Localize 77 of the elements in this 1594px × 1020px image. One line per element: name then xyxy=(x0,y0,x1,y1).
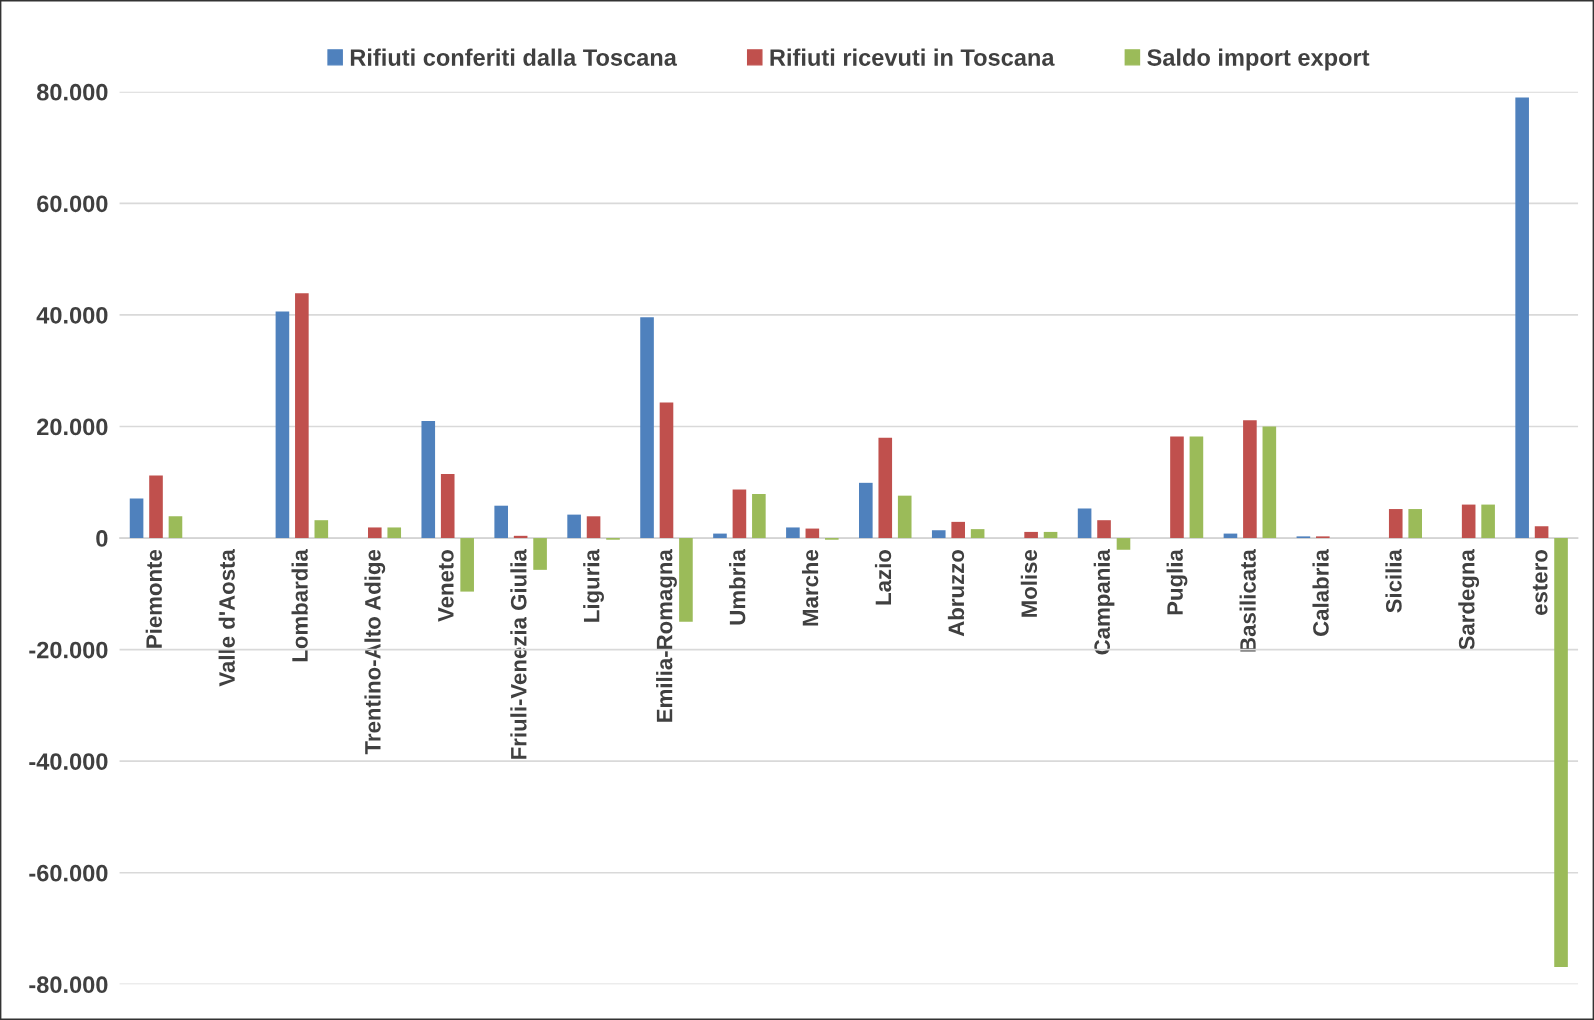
legend-label: Rifiuti ricevuti in Toscana xyxy=(770,48,1055,66)
bar xyxy=(951,521,965,539)
x-tick-label: Friuli-Venezia Giulia xyxy=(510,549,527,759)
y-tick-label: -40.000 xyxy=(29,753,108,770)
x-tick-label: Veneto xyxy=(438,550,454,622)
x-tick-label: Molise xyxy=(1020,549,1038,617)
x-tick-label: Valle d'Aosta xyxy=(218,549,235,687)
y-tick-label: -80.000 xyxy=(29,976,108,994)
bar xyxy=(586,516,601,539)
bar xyxy=(1461,504,1476,539)
x-tick-label: Lazio xyxy=(874,550,892,605)
bar xyxy=(1408,509,1422,539)
bar xyxy=(275,311,290,539)
x-tick-label: Abruzzo xyxy=(947,550,965,637)
y-tick-label: -60.000 xyxy=(29,864,108,882)
bar xyxy=(859,482,873,539)
bar xyxy=(1262,426,1277,539)
bar xyxy=(1388,509,1403,539)
bar xyxy=(640,317,654,539)
bar xyxy=(1243,420,1257,539)
bar xyxy=(732,489,747,539)
bar xyxy=(1170,436,1184,539)
bar xyxy=(970,529,985,539)
bar xyxy=(752,493,766,539)
bar xyxy=(1097,520,1111,539)
x-tick-label: Piemonte xyxy=(145,549,162,648)
y-tick-label: 40.000 xyxy=(36,306,108,324)
bar xyxy=(295,293,309,539)
bar xyxy=(1116,538,1131,550)
x-tick-label: Campania xyxy=(1093,549,1115,655)
x-tick-label: Liguria xyxy=(583,549,604,622)
bar xyxy=(567,514,581,539)
legend-label: Rifiuti conferiti dalla Toscana xyxy=(350,48,678,66)
bar xyxy=(805,528,820,539)
bar xyxy=(367,527,382,539)
y-tick-label: 20.000 xyxy=(37,418,108,436)
x-tick-label: Lombardia xyxy=(291,549,308,662)
x-tick-label: Calabria xyxy=(1312,549,1329,636)
bar xyxy=(897,495,912,539)
bar xyxy=(149,475,163,539)
bar xyxy=(129,498,144,539)
x-tick-label: Basilicata xyxy=(1239,549,1256,652)
bar xyxy=(1077,508,1092,539)
bar xyxy=(786,527,800,539)
y-tick-label: -20.000 xyxy=(29,641,108,659)
bar xyxy=(1481,504,1495,539)
bar xyxy=(1554,538,1568,968)
bar xyxy=(314,520,329,539)
bar xyxy=(421,420,436,539)
bar xyxy=(460,538,474,592)
bar xyxy=(931,530,946,539)
bar xyxy=(713,533,727,539)
x-tick-label: Sardegna xyxy=(1458,549,1480,650)
bar xyxy=(1024,531,1038,539)
bar xyxy=(878,437,893,539)
bar xyxy=(1043,531,1058,539)
y-tick-label: 80.000 xyxy=(36,83,108,101)
bar xyxy=(440,473,455,539)
x-tick-label: Puglia xyxy=(1166,549,1188,615)
bar xyxy=(659,402,674,539)
bar xyxy=(1189,436,1204,539)
x-tick-label: estero xyxy=(1532,550,1548,615)
legend-label: Saldo import export xyxy=(1147,48,1370,71)
bar xyxy=(387,527,402,539)
x-tick-label: Trentino-Alto Adige xyxy=(364,549,386,755)
bar xyxy=(494,505,508,539)
bar xyxy=(1534,526,1549,539)
bar xyxy=(679,538,693,622)
x-tick-label: Marche xyxy=(801,549,819,626)
bar xyxy=(168,516,183,539)
bar xyxy=(1515,97,1529,539)
bar xyxy=(533,538,547,570)
x-tick-label: Emilia-Romagna xyxy=(656,549,677,722)
x-tick-label: Umbria xyxy=(729,549,746,625)
x-tick-label: Sicilia xyxy=(1385,549,1402,613)
y-tick-label: 0 xyxy=(96,530,108,547)
y-tick-label: 60.000 xyxy=(37,195,108,213)
